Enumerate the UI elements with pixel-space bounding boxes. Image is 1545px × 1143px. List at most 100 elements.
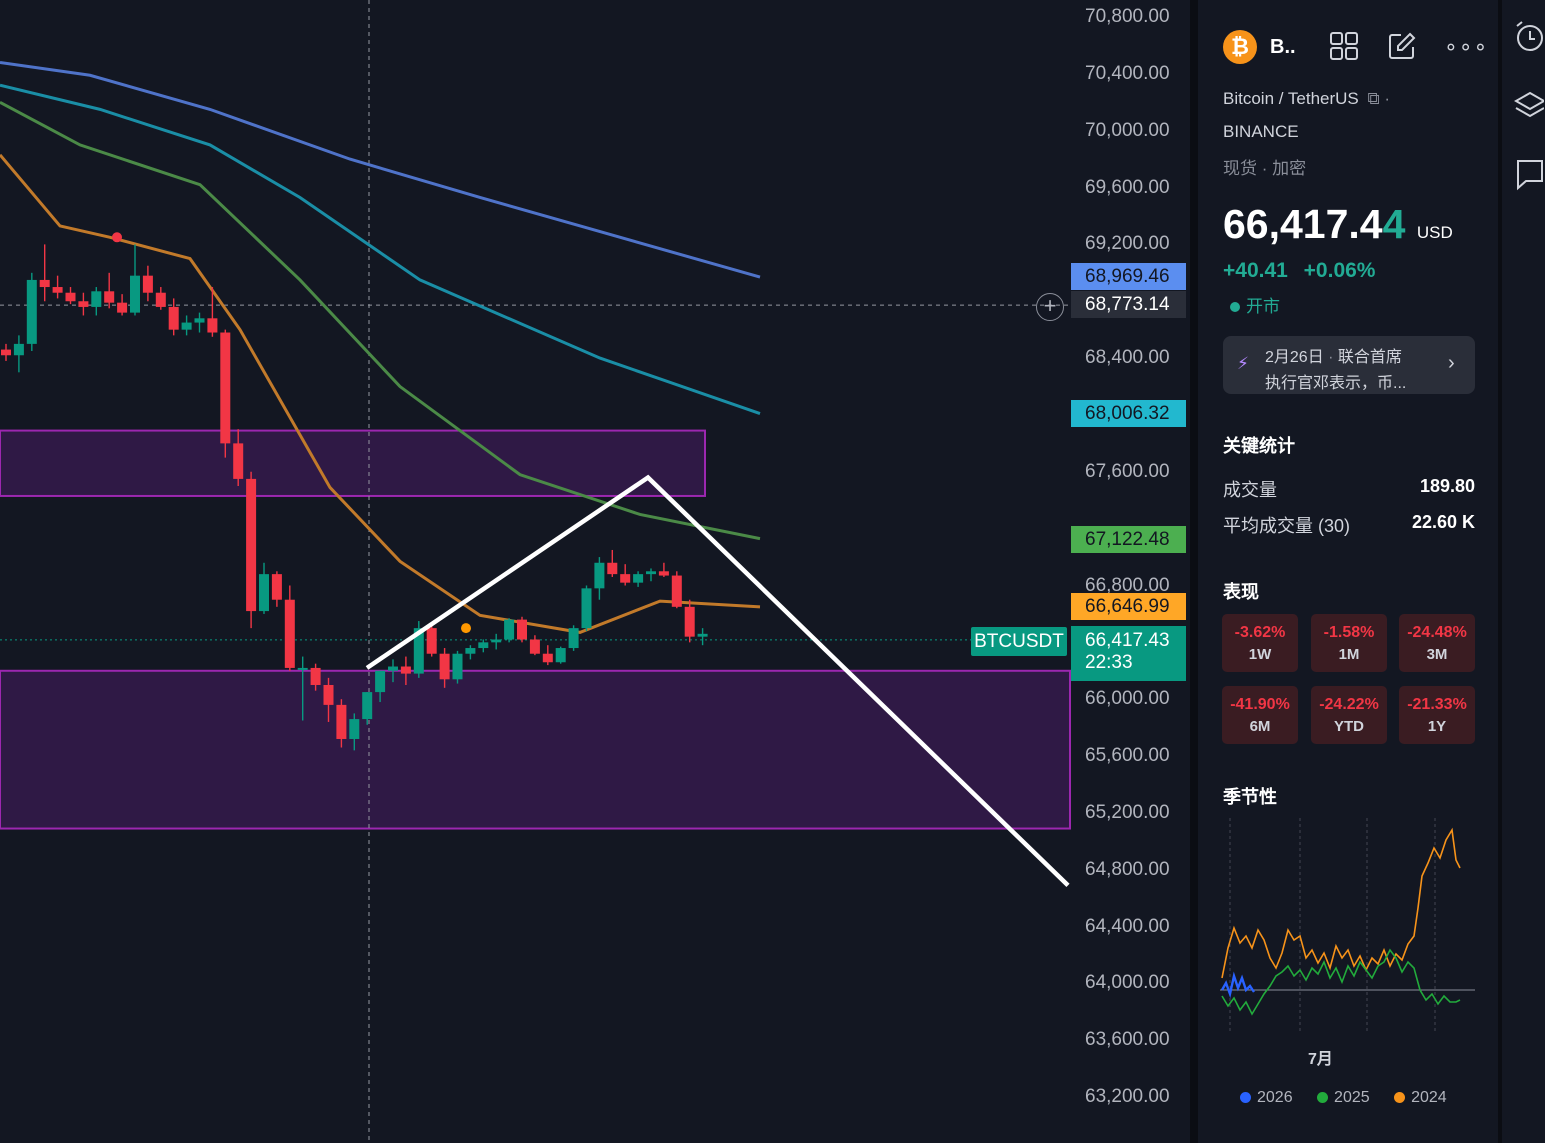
price-tag: 68,773.14	[1071, 291, 1186, 319]
lightning-icon: ⚡	[1237, 354, 1249, 373]
price-tick-label: 69,600.00	[1085, 176, 1170, 198]
right-toolbar	[1498, 0, 1545, 1143]
candle-body	[426, 628, 437, 654]
candle-body	[259, 574, 269, 612]
candle-body	[439, 653, 450, 680]
bitcoin-logo-icon: ₿	[1223, 30, 1257, 64]
candle-body	[517, 619, 527, 640]
price-tag: 68,969.46	[1071, 263, 1186, 291]
candle-body	[130, 275, 140, 313]
perf-value: -24.48%	[1407, 624, 1467, 641]
crosshair-plus-button[interactable]: +	[1036, 293, 1064, 321]
performance-title: 表现	[1223, 582, 1259, 602]
candle-body	[607, 562, 618, 575]
stat-value: 22.60 K	[1411, 512, 1475, 532]
perf-ytd[interactable]: -24.22% YTD	[1311, 686, 1387, 744]
more-options-icon[interactable]: ∘∘∘	[1444, 34, 1489, 59]
price-change-row: +40.41 +0.06%	[1223, 259, 1375, 283]
perf-3m[interactable]: -24.48% 3M	[1399, 614, 1475, 672]
candle-body	[375, 670, 386, 693]
perf-value: -41.90%	[1230, 696, 1290, 713]
news-date: 2月26日	[1265, 349, 1324, 366]
price-tick-label: 70,400.00	[1085, 62, 1170, 84]
candle-body	[39, 279, 50, 288]
price-tick-label: 65,600.00	[1085, 745, 1170, 767]
candle-body	[684, 606, 695, 637]
price-tick-label: 69,200.00	[1085, 233, 1170, 255]
legend-2026[interactable]: 2026	[1240, 1089, 1293, 1106]
candle-body	[284, 599, 295, 668]
legend-year: 2025	[1334, 1089, 1370, 1106]
perf-label: 1W	[1248, 646, 1272, 663]
chat-icon[interactable]	[1514, 158, 1544, 192]
symbol-category-row: 现货 · 加密	[1223, 159, 1307, 178]
perf-value: -1.58%	[1323, 624, 1375, 641]
legend-2024[interactable]: 2024	[1394, 1089, 1447, 1106]
price-tick-label: 68,400.00	[1085, 347, 1170, 369]
symbol-fullname-row: Bitcoin / TetherUS ⧉ ·	[1223, 89, 1391, 108]
change-absolute: +40.41	[1223, 259, 1288, 282]
candle-body	[52, 287, 63, 293]
seasonality-legend: 2026 2025 2024	[1240, 1089, 1447, 1107]
market-status: 开市	[1230, 292, 1280, 317]
seasonality-2025-line	[1221, 948, 1461, 1016]
edit-icon[interactable]	[1387, 31, 1417, 61]
candle-body	[491, 639, 502, 643]
legend-year: 2024	[1411, 1089, 1447, 1106]
layers-icon[interactable]	[1514, 90, 1544, 124]
perf-1m[interactable]: -1.58% 1M	[1311, 614, 1387, 672]
seasonality-chart[interactable]	[1220, 818, 1480, 1038]
price-tick-label: 63,600.00	[1085, 1029, 1170, 1051]
clock-alert-icon[interactable]	[1514, 20, 1544, 54]
perf-6m[interactable]: -41.90% 6M	[1222, 686, 1298, 744]
perf-1w[interactable]: -3.62% 1W	[1222, 614, 1298, 672]
current-price: 66,417.44 USD	[1223, 201, 1453, 248]
candle-body	[168, 306, 179, 330]
candle-body	[207, 318, 218, 333]
price-chart[interactable]	[0, 0, 1190, 1143]
moving-average-line	[0, 60, 761, 279]
candle-body	[504, 619, 515, 640]
zones	[0, 429, 1071, 830]
candle-body	[117, 302, 128, 313]
candle-body	[65, 292, 76, 302]
candle-body	[246, 478, 257, 612]
change-percent: +0.06%	[1303, 259, 1376, 282]
perf-value: -21.33%	[1407, 696, 1467, 713]
exchange-name[interactable]: BINANCE	[1223, 122, 1299, 141]
moving-average-line	[0, 153, 761, 634]
seasonality-2026-line	[1220, 971, 1255, 999]
candle-body	[400, 666, 411, 674]
candle-body	[465, 648, 476, 654]
panel-separator[interactable]	[1190, 0, 1198, 1143]
candle-body	[620, 574, 631, 583]
candle-body	[658, 571, 669, 576]
price-tick-label: 64,800.00	[1085, 858, 1170, 880]
last-price-tag: 66,417.43 22:33	[1071, 626, 1186, 681]
legend-2025[interactable]: 2025	[1317, 1089, 1370, 1106]
price-tag: 67,122.48	[1071, 525, 1186, 553]
price-tick-label: 67,600.00	[1085, 460, 1170, 482]
zone-rect	[0, 429, 706, 497]
external-link-icon[interactable]: ⧉	[1367, 89, 1380, 108]
symbol-category: 现货	[1223, 159, 1257, 178]
candle-body	[310, 667, 321, 685]
price-tag: 66,646.99	[1071, 593, 1186, 621]
perf-1y[interactable]: -21.33% 1Y	[1399, 686, 1475, 744]
price-main: 66,417.4	[1223, 201, 1383, 247]
perf-label: 6M	[1249, 718, 1271, 735]
chevron-right-icon: ›	[1448, 352, 1455, 374]
candle-body	[478, 642, 489, 649]
symbol-fullname[interactable]: Bitcoin / TetherUS	[1223, 89, 1359, 108]
price-last-digit: 4	[1382, 201, 1406, 247]
news-card[interactable]: ⚡ 2月26日 · 联合首席 执行官邓表示，币... ›	[1223, 336, 1475, 394]
symbol-short[interactable]: B..	[1270, 36, 1296, 58]
seasonality-x-label: 7月	[1308, 1051, 1333, 1068]
grid-view-icon[interactable]	[1329, 31, 1359, 61]
drawn-lines	[365, 474, 1070, 887]
candle-body	[1, 349, 11, 356]
price-tick-label: 63,200.00	[1085, 1086, 1170, 1108]
candle-body	[297, 667, 308, 670]
candle-body	[555, 648, 566, 663]
candle-body	[542, 653, 553, 663]
